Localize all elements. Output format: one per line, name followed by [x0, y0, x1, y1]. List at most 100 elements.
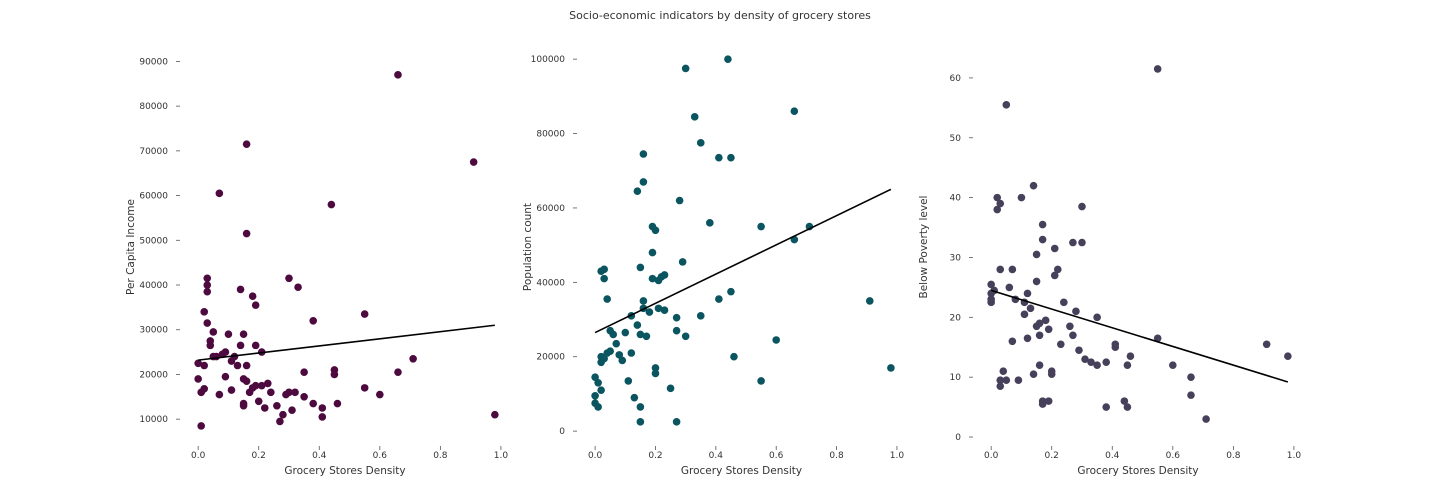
data-point	[690, 113, 699, 121]
data-point	[469, 158, 478, 166]
x-tick-label: 1.0	[890, 451, 905, 461]
data-point	[294, 283, 302, 292]
data-point	[715, 295, 723, 303]
data-point	[215, 390, 224, 399]
data-point	[630, 393, 639, 402]
data-point	[1035, 331, 1044, 340]
data-point	[242, 140, 251, 148]
data-point	[239, 330, 248, 339]
data-point	[221, 348, 230, 356]
data-point	[651, 226, 660, 235]
data-point	[672, 418, 681, 426]
y-tick-label: 40000	[536, 278, 565, 288]
data-point	[309, 316, 318, 325]
data-point	[1014, 376, 1023, 384]
data-point	[612, 339, 621, 348]
data-point	[1053, 265, 1062, 274]
data-point	[1017, 193, 1026, 202]
data-point	[1020, 310, 1029, 319]
data-point	[1002, 101, 1011, 109]
data-point	[1041, 316, 1050, 325]
data-point	[1069, 331, 1077, 340]
x-tick-label: 0.4	[1105, 451, 1120, 461]
data-point	[651, 364, 660, 372]
x-tick-label: 0.6	[769, 451, 784, 461]
data-point	[1008, 265, 1017, 274]
data-point	[1023, 334, 1032, 343]
data-point	[1078, 238, 1086, 247]
y-tick-label: 20	[950, 313, 962, 323]
data-point	[1060, 298, 1068, 307]
x-tick-label: 0.0	[191, 451, 206, 461]
y-tick-label: 50	[950, 134, 962, 144]
data-point	[597, 386, 605, 395]
data-point	[285, 388, 293, 397]
data-point	[600, 265, 608, 274]
x-tick-label: 0.0	[984, 451, 999, 461]
data-point	[239, 401, 248, 410]
data-point	[594, 378, 602, 387]
data-point	[233, 361, 242, 370]
data-point	[727, 287, 735, 296]
data-point	[360, 310, 369, 318]
data-point	[1087, 358, 1095, 367]
data-point	[279, 410, 287, 419]
data-point	[678, 258, 687, 266]
data-point	[1038, 400, 1047, 408]
y-axis-label: Per Capita Income	[125, 199, 137, 295]
data-point	[1111, 340, 1120, 349]
data-point	[1047, 370, 1056, 378]
data-point	[215, 189, 224, 198]
x-tick-label: 0.0	[588, 451, 603, 461]
data-point	[200, 361, 209, 370]
x-tick-label: 0.8	[829, 451, 844, 461]
x-tick-label: 0.4	[709, 451, 724, 461]
data-point	[681, 332, 690, 341]
data-point	[606, 347, 615, 355]
data-point	[1202, 415, 1210, 423]
data-point	[715, 153, 723, 162]
y-tick-label: 40	[950, 194, 962, 204]
data-point	[615, 351, 624, 359]
data-point	[654, 304, 663, 313]
data-point	[236, 285, 245, 294]
data-point	[309, 399, 318, 408]
data-point	[727, 153, 735, 162]
data-point	[730, 352, 738, 361]
data-point	[248, 292, 257, 300]
data-point	[996, 382, 1005, 390]
data-point	[360, 384, 369, 392]
x-axis-label: Grocery Stores Density	[284, 465, 405, 477]
data-point	[1126, 352, 1135, 361]
data-point	[1002, 376, 1011, 384]
data-point	[267, 388, 275, 397]
data-point	[394, 71, 402, 79]
data-point	[1153, 65, 1162, 73]
data-point	[221, 372, 230, 381]
data-point	[1123, 361, 1132, 370]
data-point	[1072, 307, 1080, 316]
data-point	[227, 386, 236, 394]
y-tick-label: 60000	[139, 192, 168, 202]
data-point	[1050, 271, 1059, 280]
y-tick-label: 80000	[536, 130, 565, 140]
data-point	[672, 326, 681, 335]
data-point	[1187, 391, 1195, 399]
data-point	[865, 297, 874, 305]
data-point	[260, 404, 269, 412]
x-tick-label: 1.0	[494, 451, 509, 461]
data-point	[636, 330, 645, 339]
data-point	[242, 377, 251, 385]
data-point	[790, 107, 799, 116]
data-point	[1032, 277, 1041, 286]
data-point	[660, 271, 669, 279]
data-point	[675, 196, 684, 205]
data-point	[696, 139, 705, 147]
data-point	[600, 354, 608, 363]
data-point	[251, 301, 260, 309]
trend-line	[990, 289, 1289, 383]
y-tick-label: 40000	[139, 281, 168, 291]
data-point	[627, 349, 636, 357]
data-point	[1035, 361, 1044, 370]
